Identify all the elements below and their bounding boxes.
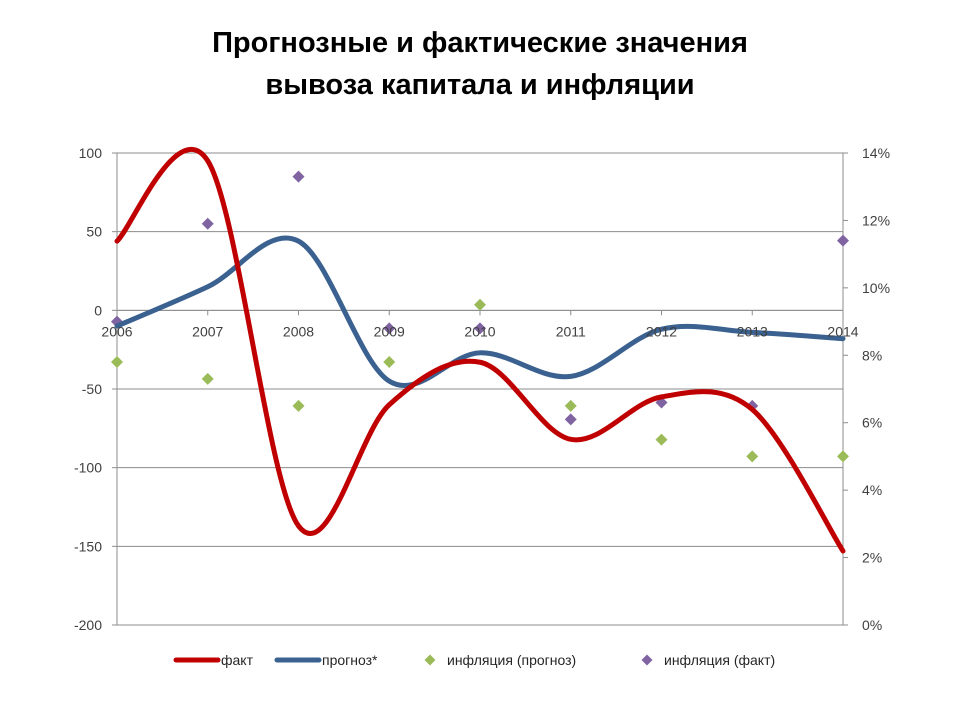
legend-marker-3 (641, 654, 653, 666)
series-3-point (474, 322, 486, 335)
series-3-point (564, 413, 577, 426)
x-tick-label: 2008 (283, 323, 314, 339)
x-tick-label: 2009 (374, 323, 405, 339)
series-2-point (383, 356, 396, 369)
series-3-point (837, 234, 849, 247)
x-tick-label: 2011 (556, 323, 586, 339)
series-2-point (292, 399, 305, 412)
legend: факт прогноз* инфляция (прогноз) инфляция (… (173, 652, 775, 668)
x-tick-label: 2006 (101, 323, 132, 339)
legend-label: инфляция (прогноз) (447, 652, 576, 668)
series-2-point (564, 399, 577, 412)
left-tick-label: 100 (79, 145, 103, 161)
grid-lines (117, 152, 843, 626)
left-tick-label: 0 (94, 302, 102, 318)
chart-title-line-1: Прогнозные и фактические значения (212, 27, 748, 59)
right-tick-label: 6% (862, 415, 882, 431)
x-tick-label: 2012 (646, 323, 677, 339)
legend-label: факт (221, 652, 254, 668)
left-tick-label: 50 (86, 224, 102, 240)
series-2-point (655, 433, 668, 446)
right-tick-label: 8% (862, 347, 882, 363)
x-tick-label: 2007 (192, 323, 223, 339)
series-2-point (201, 372, 214, 385)
x-tick-label: 2013 (737, 323, 768, 339)
chart-title: Прогнозные и фактические значения вывоза… (0, 22, 960, 106)
left-tick-label: -200 (74, 617, 102, 633)
series-3-point (383, 322, 396, 335)
legend-marker-2 (424, 654, 436, 666)
left-tick-label: -50 (82, 381, 102, 397)
right-tick-label: 10% (862, 280, 890, 296)
x-tick-label: 2010 (464, 323, 495, 339)
left-tick-label: -100 (74, 460, 102, 476)
legend-label: прогноз* (322, 652, 378, 668)
series-2-point (746, 450, 759, 463)
right-tick-label: 14% (862, 145, 890, 161)
right-tick-label: 12% (862, 212, 890, 228)
series-0-line (114, 147, 846, 554)
series (111, 147, 849, 554)
series-1-line (114, 235, 846, 389)
series-2-point (474, 298, 486, 311)
right-tick-label: 2% (862, 550, 882, 566)
series-3-point (201, 217, 214, 230)
x-tick-label: 2014 (827, 323, 858, 339)
chart-title-line-2: вывоза капитала и инфляции (265, 69, 695, 101)
legend-label: инфляция (факт) (664, 652, 775, 668)
right-tick-label: 0% (862, 617, 882, 633)
left-tick-label: -150 (74, 538, 102, 554)
tick-labels: 100 50 0 -50 -100 -150 -200 14% 12% 10% 8% 6% 4% 2% 0%… (74, 145, 890, 633)
series-2-point (111, 356, 123, 369)
series-2-point (837, 450, 849, 463)
series-3-point (292, 170, 305, 183)
right-tick-label: 4% (862, 482, 882, 498)
